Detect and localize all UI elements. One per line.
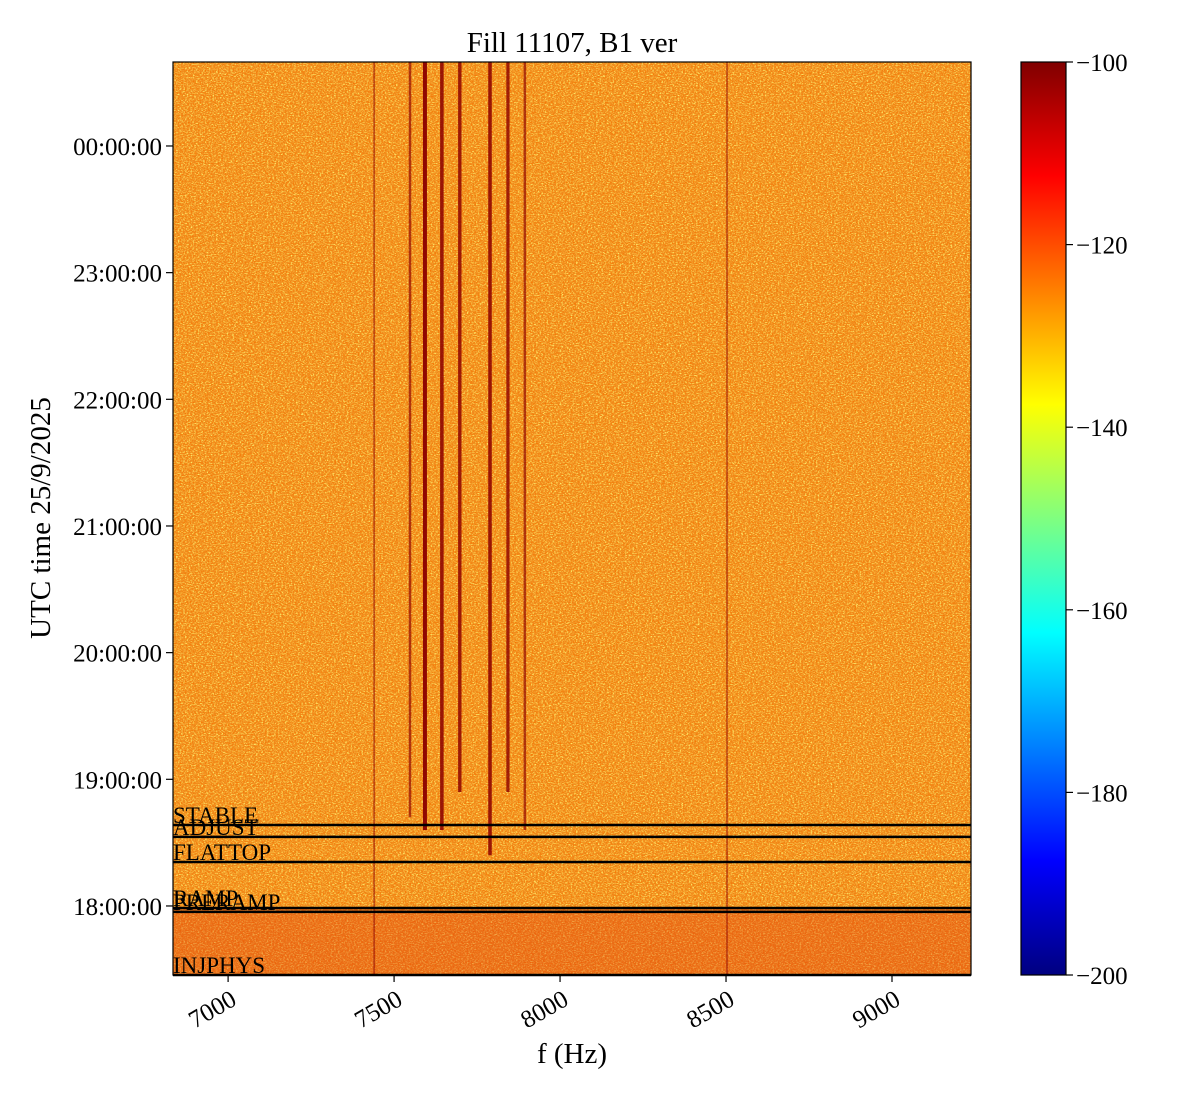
y-tick-label: 23:00:00: [73, 261, 162, 288]
y-tick-label: 21:00:00: [73, 514, 162, 541]
y-tick-label: 00:00:00: [73, 134, 162, 161]
colorbar-tick-label: −180: [1076, 780, 1128, 807]
x-axis-label: f (Hz): [537, 1038, 607, 1070]
injection-band: [173, 907, 971, 975]
mode-label: PRERAMP: [173, 890, 280, 915]
x-tick-label: 9000: [848, 986, 905, 1034]
chart-title: Fill 11107, B1 ver: [467, 27, 678, 59]
mode-label: FLATTOP: [173, 840, 271, 865]
y-tick-label: 19:00:00: [73, 767, 162, 794]
mode-label: ADJUST: [173, 815, 259, 840]
x-tick-label: 8500: [682, 986, 739, 1034]
y-tick-label: 22:00:00: [73, 387, 162, 414]
mode-label: RAMP: [173, 886, 238, 911]
mode-label: INJPHYS: [173, 953, 265, 978]
y-tick-label: 20:00:00: [73, 641, 162, 668]
colorbar-tick-label: −200: [1076, 963, 1128, 990]
plot-area: [173, 62, 971, 975]
x-tick-label: 7500: [350, 986, 407, 1034]
colorbar-tick-label: −100: [1076, 50, 1128, 77]
colorbar-tick-label: −160: [1076, 598, 1128, 625]
x-tick-label: 8000: [516, 986, 573, 1034]
colorbar-tick-label: −140: [1076, 415, 1128, 442]
mode-label: STABLE: [173, 803, 258, 828]
x-tick-label: 7000: [184, 986, 241, 1034]
colorbar: [1020, 61, 1067, 976]
colorbar-tick-label: −120: [1076, 233, 1128, 260]
noise: [173, 62, 971, 975]
y-tick-label: 18:00:00: [73, 894, 162, 921]
y-axis-label: UTC time 25/9/2025: [25, 397, 57, 639]
